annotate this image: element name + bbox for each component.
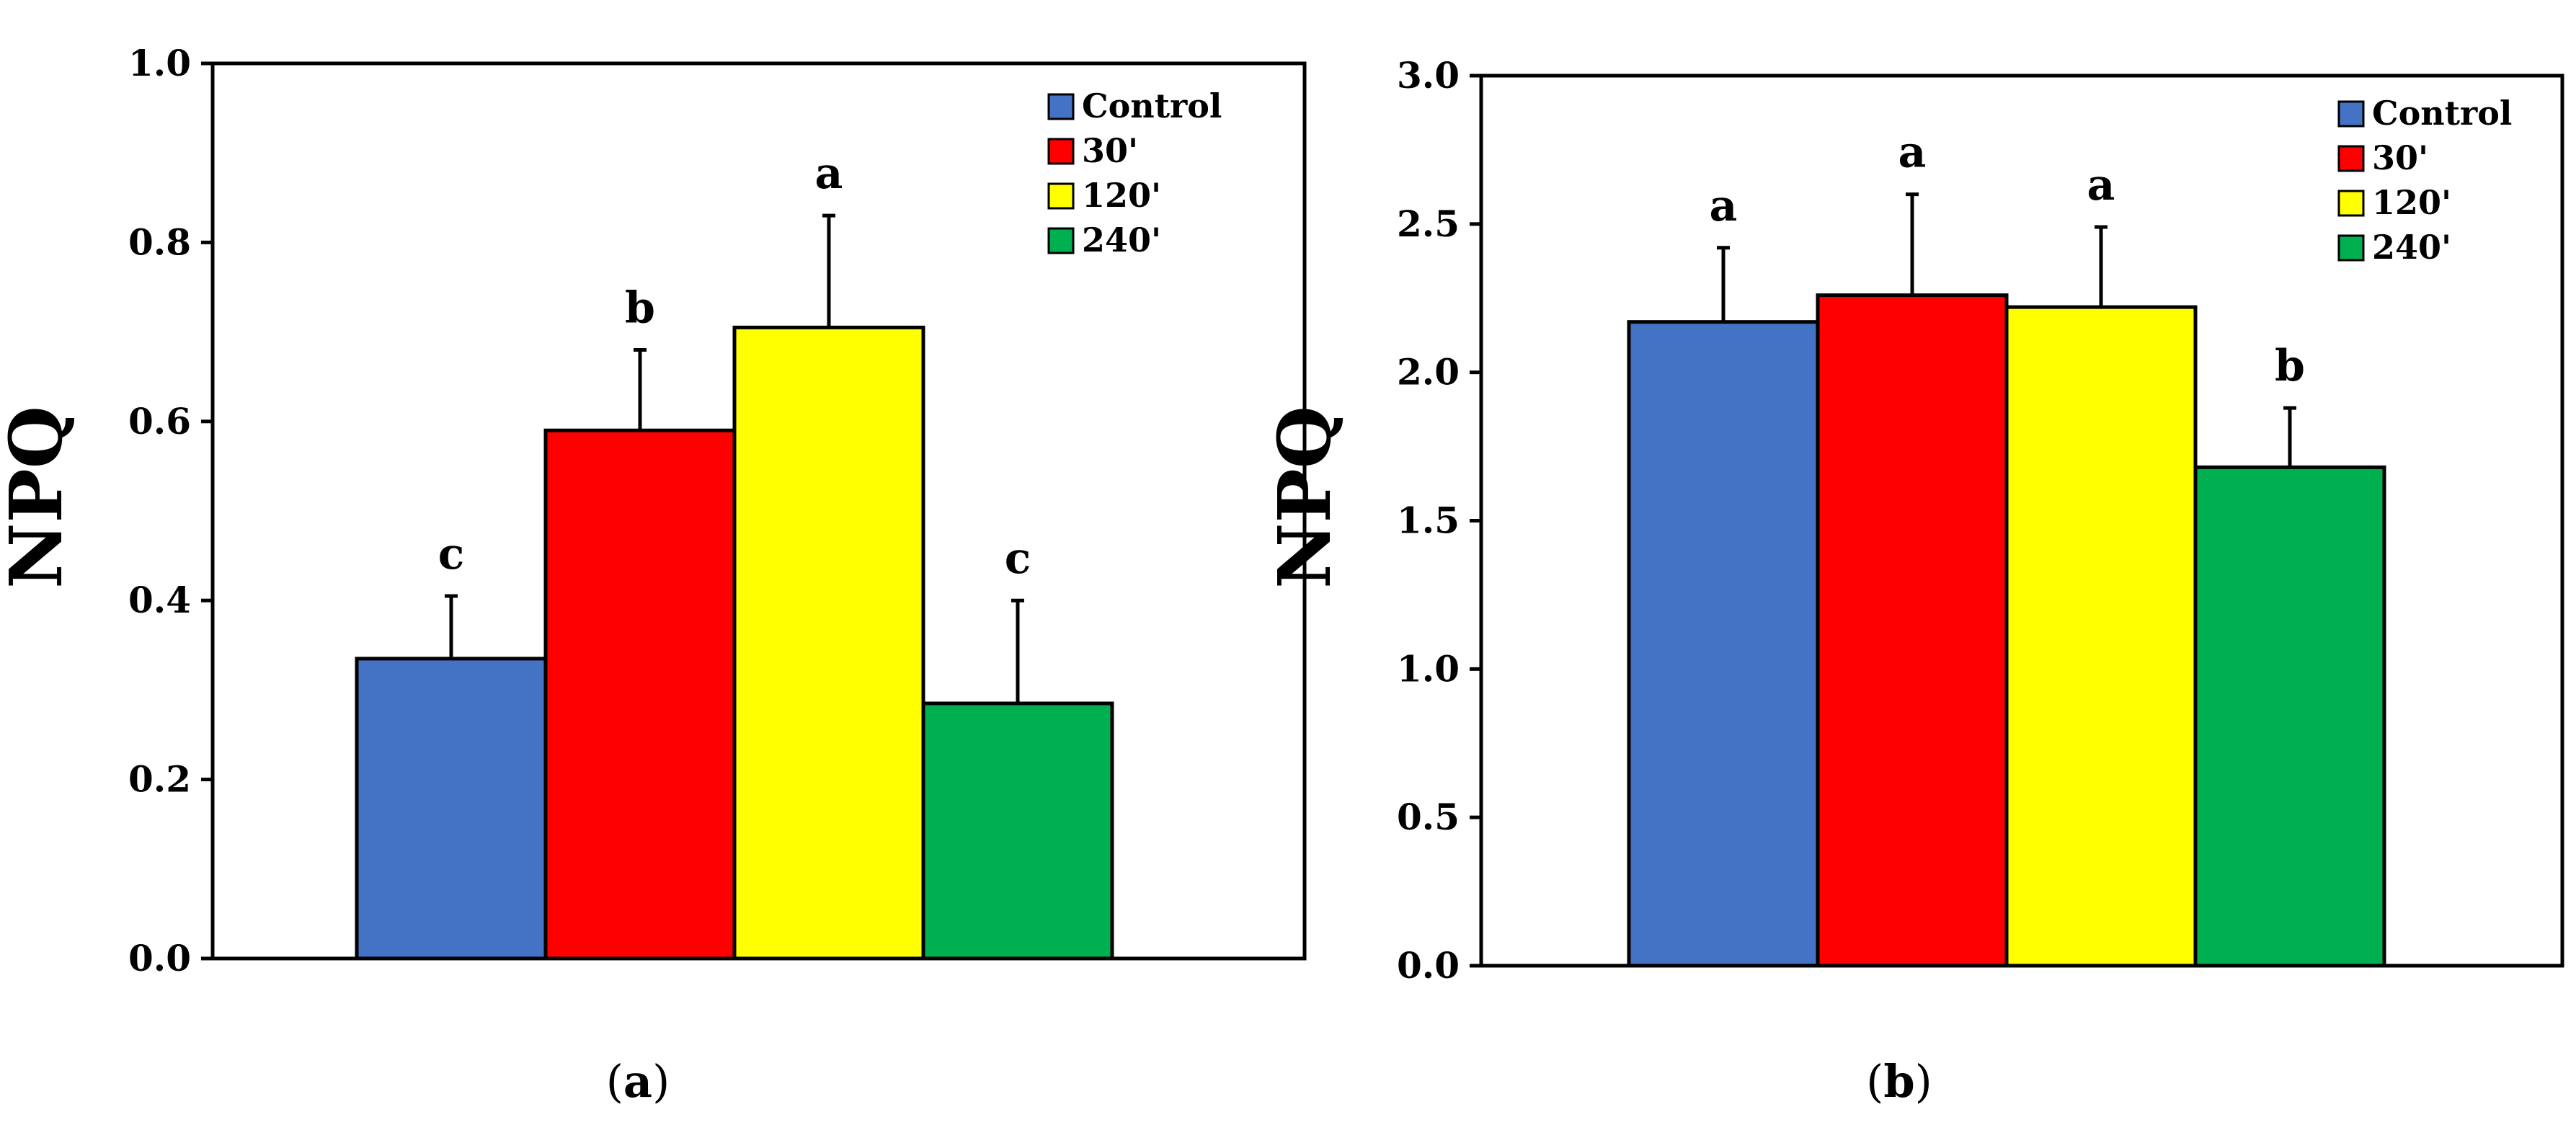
panel-b: a a a b 0.0 0.5 1.0 1.5 2.0 2.5 3.0 NPQ Control 30' 12… (1262, 54, 2564, 1108)
y-tick-label: 0.2 (128, 758, 191, 801)
significance-letter: a (815, 148, 843, 199)
y-tick-label: 0.6 (128, 400, 191, 442)
y-tick-label: 0.0 (128, 937, 191, 979)
bar-4 (921, 701, 1114, 961)
y-tick-label: 1.0 (128, 42, 191, 84)
y-tick-label: 0.8 (128, 221, 191, 263)
legend-swatch (1047, 93, 1075, 120)
legend-swatch (1047, 182, 1075, 210)
bar-2 (543, 428, 737, 961)
legend-label: 240' (2372, 228, 2451, 267)
panel-label: (b) (1866, 1055, 1932, 1108)
legend-swatch (2337, 145, 2365, 172)
y-tick-label: 1.0 (1397, 647, 1460, 690)
panel-label: (a) (606, 1055, 670, 1108)
legend-label: Control (2372, 94, 2512, 133)
legend-swatch (1047, 227, 1075, 254)
y-tick-label: 0.4 (128, 579, 191, 621)
y-axis-label: NPQ (0, 406, 79, 589)
y-tick-label: 3.0 (1397, 54, 1460, 97)
bar-3 (732, 325, 925, 961)
legend-label: 120' (1082, 176, 1161, 215)
legend-swatch (1047, 138, 1075, 165)
legend-swatch (2337, 234, 2365, 262)
significance-letter: a (1898, 128, 1927, 178)
bar-3 (2004, 305, 2198, 968)
y-tick-label: 2.0 (1397, 351, 1460, 393)
significance-letter: b (625, 283, 655, 333)
legend-swatch (2337, 100, 2365, 128)
y-tick-label: 0.0 (1397, 944, 1460, 987)
bar-2 (1816, 293, 2009, 968)
significance-letter: a (2087, 160, 2115, 210)
bar-4 (2193, 465, 2386, 968)
legend-label: 30' (2372, 138, 2428, 177)
bar-1 (355, 657, 548, 961)
significance-letter: a (1710, 181, 1738, 231)
legend-swatch (2337, 190, 2365, 217)
y-axis-label: NPQ (1262, 406, 1347, 589)
significance-letter: b (2275, 341, 2305, 391)
legend-label: 120' (2372, 183, 2451, 222)
legend-label: 30' (1082, 131, 1138, 170)
bar-1 (1627, 320, 1820, 968)
plot-frame (210, 61, 1307, 961)
significance-letter: c (1005, 533, 1031, 584)
y-tick-label: 1.5 (1397, 499, 1460, 542)
significance-letter: c (438, 529, 465, 579)
legend-label: 240' (1082, 221, 1161, 259)
y-tick-label: 2.5 (1397, 203, 1460, 245)
panel-a: c b a c 0.0 0.2 0.4 0.6 0.8 1.0 NPQ Control 30' 120' 2… (0, 42, 1307, 1108)
y-tick-label: 0.5 (1397, 796, 1460, 838)
legend-label: Control (1082, 86, 1222, 125)
